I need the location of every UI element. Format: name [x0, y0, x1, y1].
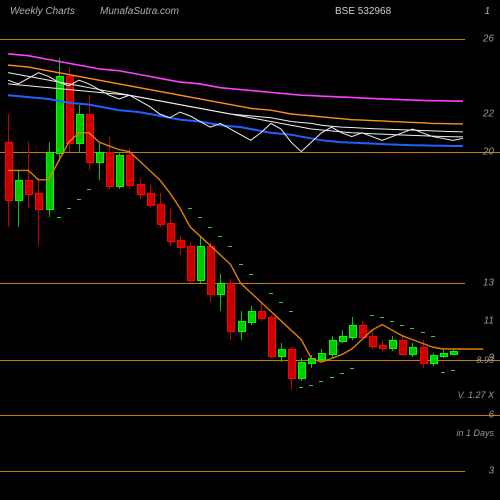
ma-line-white1: [8, 73, 463, 152]
chart-container: Weekly Charts MunafaSutra.com BSE 532968…: [0, 0, 500, 500]
ma-line-white3: [8, 84, 463, 132]
volume-annotation: V. 1.27 X: [458, 390, 494, 400]
overlay-lines: [0, 0, 500, 500]
ma-line-magenta: [8, 54, 463, 101]
ma-line-blue: [8, 95, 463, 146]
days-annotation: in 1 Days: [456, 428, 494, 438]
ma-short-line: [8, 133, 483, 362]
